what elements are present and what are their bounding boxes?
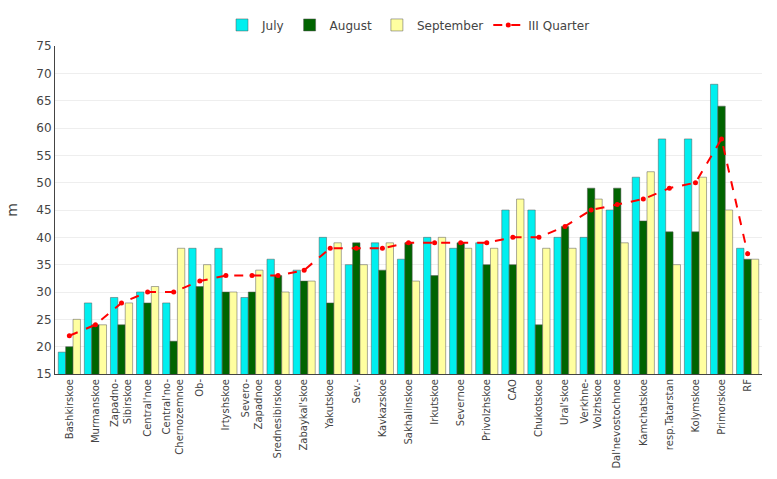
- svg-text:Severnoe: Severnoe: [455, 379, 466, 426]
- svg-text:45: 45: [36, 203, 51, 217]
- svg-text:July: July: [261, 19, 284, 33]
- svg-text:RF: RF: [742, 379, 753, 392]
- svg-text:65: 65: [36, 94, 51, 108]
- svg-text:30: 30: [36, 285, 51, 299]
- svg-text:CAO: CAO: [507, 379, 518, 401]
- svg-text:Ob-: Ob-: [194, 379, 205, 397]
- svg-text:25: 25: [36, 313, 51, 327]
- svg-text:35: 35: [36, 258, 51, 272]
- svg-text:Severo-Zapadnoe: Severo-Zapadnoe: [240, 379, 264, 430]
- svg-text:Bashkirskoe: Bashkirskoe: [64, 379, 75, 439]
- svg-text:Ural'skoe: Ural'skoe: [559, 379, 570, 425]
- svg-text:Sakhalinskoe: Sakhalinskoe: [403, 379, 414, 445]
- svg-text:Verkhne-Volzhskoe: Verkhne-Volzhskoe: [579, 379, 603, 429]
- svg-text:resp.Tatarstan: resp.Tatarstan: [664, 379, 675, 450]
- svg-text:Chukotskoe: Chukotskoe: [533, 379, 544, 437]
- svg-text:75: 75: [36, 39, 51, 53]
- svg-text:Zabaykal'skoe: Zabaykal'skoe: [298, 379, 309, 451]
- svg-text:Irtyshskoe: Irtyshskoe: [220, 379, 231, 430]
- svg-text:Kamchatskoe: Kamchatskoe: [638, 379, 649, 446]
- svg-text:Irkutskoe: Irkutskoe: [429, 379, 440, 425]
- svg-text:September: September: [417, 19, 483, 33]
- svg-text:15: 15: [36, 367, 51, 381]
- svg-text:Kavkazskoe: Kavkazskoe: [377, 379, 388, 437]
- svg-text:Primorskoe: Primorskoe: [716, 379, 727, 435]
- svg-text:Zapadno-Sibirskoe: Zapadno-Sibirskoe: [109, 379, 133, 427]
- svg-text:August: August: [330, 19, 372, 33]
- svg-text:Central'noe: Central'noe: [142, 379, 153, 437]
- svg-text:m: m: [4, 203, 20, 217]
- svg-text:60: 60: [36, 121, 51, 135]
- svg-text:70: 70: [36, 67, 51, 81]
- svg-text:Yakutskoe: Yakutskoe: [324, 379, 335, 430]
- svg-text:Central'no-Chernozemnoe: Central'no-Chernozemnoe: [161, 379, 185, 455]
- svg-text:Kolymskoe: Kolymskoe: [690, 379, 701, 433]
- svg-text:50: 50: [36, 176, 51, 190]
- svg-text:III Quarter: III Quarter: [528, 19, 589, 33]
- svg-text:20: 20: [36, 340, 51, 354]
- svg-text:Dal'nevostochnoe: Dal'nevostochnoe: [611, 379, 622, 469]
- svg-text:55: 55: [36, 149, 51, 163]
- svg-text:Privolzhskoe: Privolzhskoe: [481, 379, 492, 441]
- svg-text:Srednesibirskoe: Srednesibirskoe: [272, 379, 283, 458]
- svg-text:Murmanskoe: Murmanskoe: [90, 379, 101, 443]
- svg-text:Sev.-: Sev.-: [351, 379, 362, 404]
- svg-text:40: 40: [36, 231, 51, 245]
